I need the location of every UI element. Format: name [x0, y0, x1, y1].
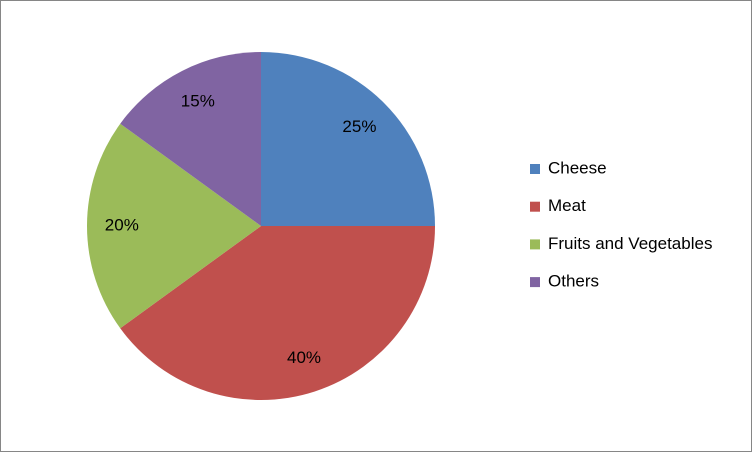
legend-marker [530, 201, 540, 212]
data-label: 25% [342, 117, 376, 136]
legend-label: Cheese [548, 158, 607, 177]
legend-label: Meat [548, 196, 586, 215]
pie-slice [261, 52, 435, 226]
data-label: 15% [181, 91, 215, 110]
pie-slice [120, 226, 435, 400]
pie-slice [86, 123, 261, 329]
legend-marker [530, 164, 540, 174]
legend-marker [530, 239, 540, 250]
legend-marker [530, 277, 540, 288]
legend-label: Fruits and Vegetables [548, 234, 712, 253]
data-label: 20% [105, 215, 139, 234]
legend-label: Others [548, 272, 599, 291]
data-label: 40% [287, 348, 321, 367]
pie-slice [120, 51, 261, 226]
